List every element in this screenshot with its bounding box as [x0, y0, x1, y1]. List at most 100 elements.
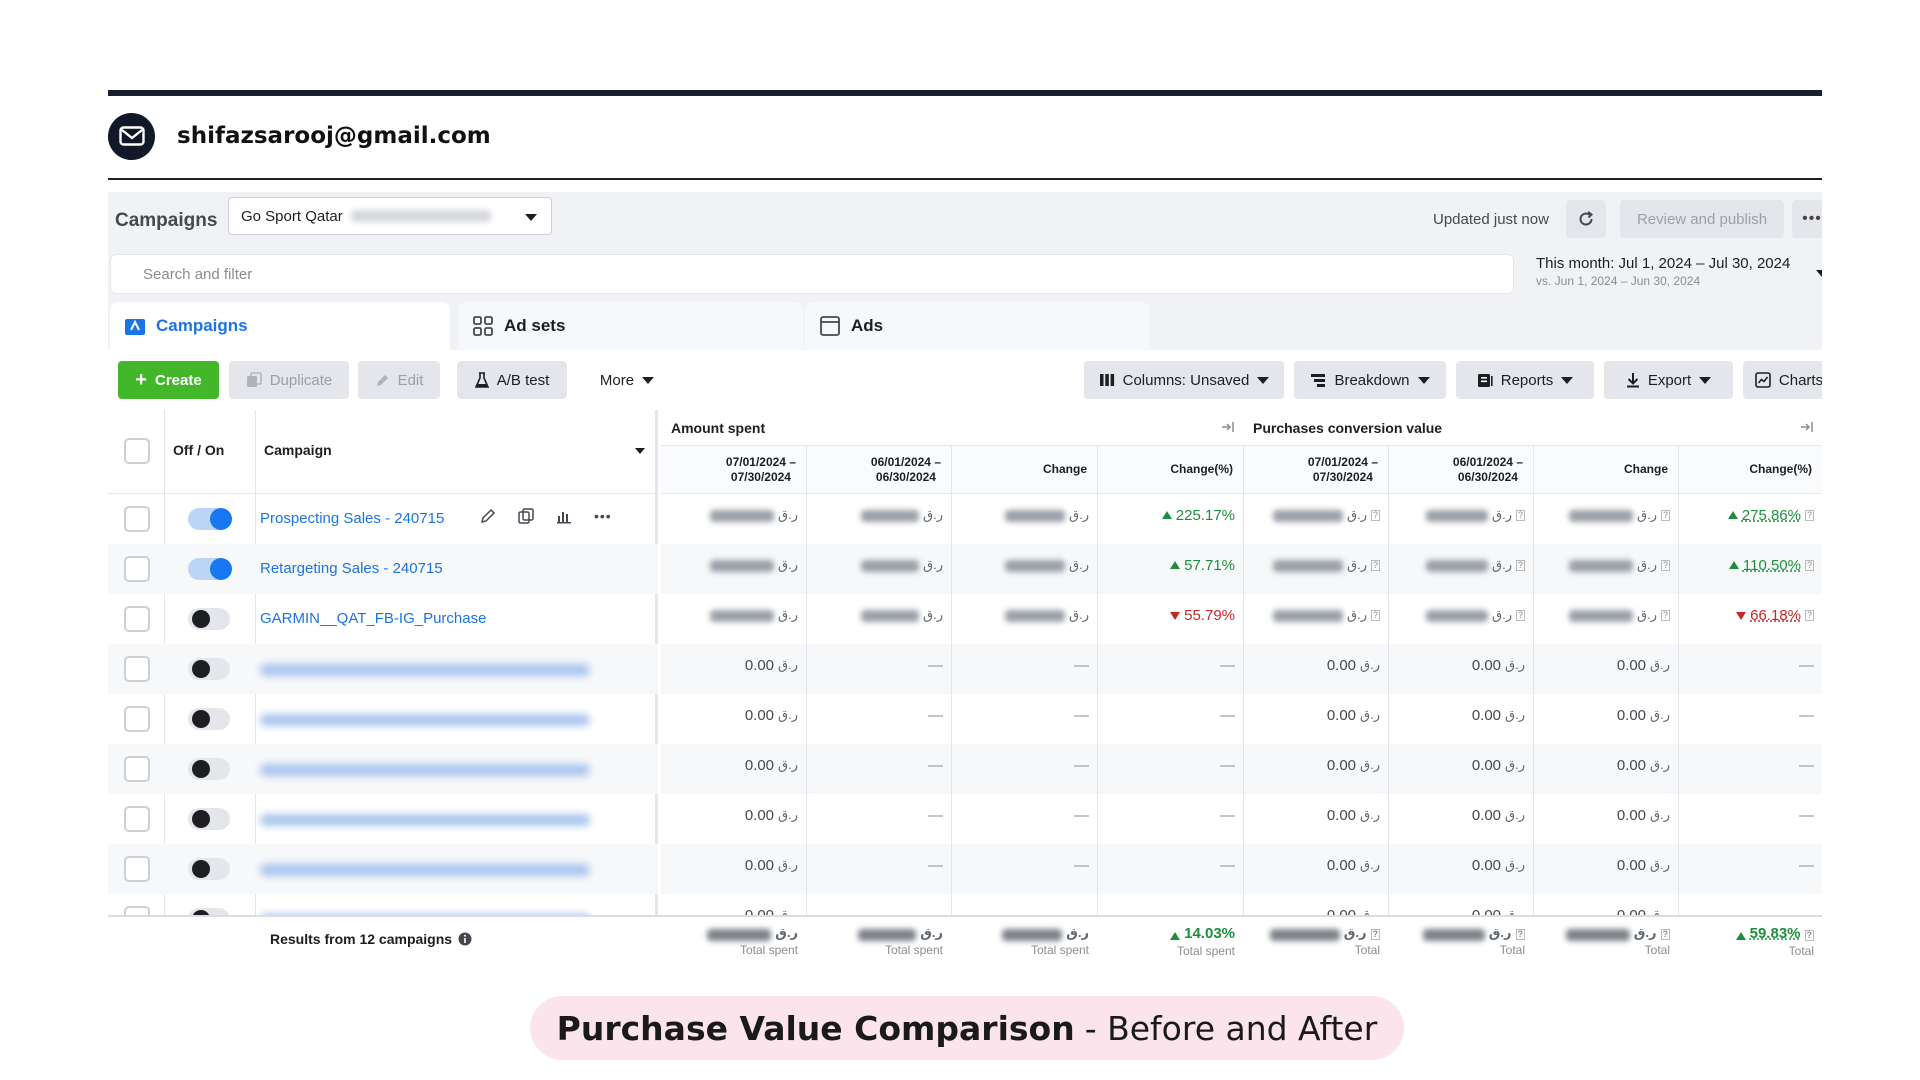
col-campaign-header[interactable]: Campaign: [264, 442, 332, 458]
breakdown-label: Breakdown: [1334, 371, 1410, 389]
col-subheader[interactable]: 07/01/2024 – 07/30/2024: [661, 446, 806, 494]
col-subheader[interactable]: 06/01/2024 – 06/30/2024: [1388, 446, 1533, 494]
col-subheader[interactable]: Change(%): [1097, 446, 1243, 494]
table-row: ر.ق ر.ق ر.ق 225.17% ر.ق? ر.ق? ر.ق? 275.86%?: [661, 494, 1822, 544]
table-row[interactable]: [108, 644, 658, 694]
table-row[interactable]: [108, 844, 658, 894]
table-row[interactable]: Retargeting Sales - 240715: [108, 544, 658, 594]
table-row: ر.ق ر.ق ر.ق 55.79% ر.ق? ر.ق? ر.ق? 66.18%?: [661, 594, 1822, 644]
date-range-picker[interactable]: This month: Jul 1, 2024 – Jul 30, 2024 v…: [1522, 250, 1822, 296]
value-blurred: [1273, 510, 1343, 522]
row-checkbox[interactable]: [124, 606, 150, 632]
ab-test-button[interactable]: A/B test: [457, 361, 567, 399]
value-blurred: [1005, 510, 1066, 522]
table-row[interactable]: [108, 744, 658, 794]
email-address[interactable]: shifazsarooj@gmail.com: [177, 123, 491, 149]
more-options-button[interactable]: •••: [1792, 200, 1822, 238]
campaign-toggle[interactable]: [188, 808, 230, 830]
row-checkbox[interactable]: [124, 856, 150, 882]
currency-label: ر.ق: [1633, 925, 1657, 940]
review-publish-button[interactable]: Review and publish: [1620, 200, 1784, 238]
row-more-icon[interactable]: •••: [594, 508, 612, 524]
value-zero: 0.00: [744, 707, 775, 724]
breakdown-dropdown[interactable]: Breakdown: [1294, 361, 1446, 399]
campaign-name-blurred[interactable]: [260, 814, 590, 826]
row-checkbox[interactable]: [124, 756, 150, 782]
reports-dropdown[interactable]: Reports: [1456, 361, 1594, 399]
col-subheader-label: 06/01/2024 – 06/30/2024: [1452, 454, 1523, 484]
col-subheader[interactable]: 06/01/2024 – 06/30/2024: [806, 446, 951, 494]
currency-label: ر.ق: [1069, 507, 1089, 522]
pencil-icon[interactable]: [480, 508, 496, 524]
currency-label: ر.ق: [1505, 857, 1525, 872]
campaign-name-link[interactable]: Retargeting Sales - 240715: [260, 560, 443, 577]
export-dropdown[interactable]: Export: [1604, 361, 1733, 399]
campaign-toggle[interactable]: [188, 858, 230, 880]
duplicate-button[interactable]: Duplicate: [229, 361, 349, 399]
campaign-toggle[interactable]: [188, 758, 230, 780]
table-cell: ر.ق: [951, 494, 1097, 544]
campaign-name-blurred[interactable]: [260, 864, 590, 876]
pin-icon: [1222, 422, 1234, 432]
currency-label: ر.ق: [1650, 857, 1670, 872]
totals-cell: ر.ق Total spent: [661, 925, 806, 985]
campaign-name-blurred[interactable]: [260, 714, 590, 726]
table-row[interactable]: [108, 794, 658, 844]
totals-text: Results from 12 campaigns: [270, 931, 453, 947]
col-subheader[interactable]: Change: [951, 446, 1097, 494]
campaign-name-link[interactable]: Prospecting Sales - 240715: [260, 510, 445, 527]
tab-campaigns[interactable]: Campaigns: [110, 302, 450, 350]
campaign-name-link[interactable]: GARMIN__QAT_FB-IG_Purchase: [260, 610, 487, 627]
col-subheader[interactable]: Change: [1533, 446, 1678, 494]
select-all-checkbox[interactable]: [124, 438, 150, 464]
columns-dropdown[interactable]: Columns: Unsaved: [1084, 361, 1284, 399]
campaign-toggle[interactable]: [188, 508, 232, 530]
row-checkbox[interactable]: [124, 656, 150, 682]
duplicate-icon[interactable]: [518, 508, 534, 524]
campaign-toggle[interactable]: [188, 608, 230, 630]
campaign-toggle[interactable]: [188, 558, 232, 580]
charts-button[interactable]: Charts: [1743, 361, 1822, 399]
search-input[interactable]: Search and filter: [110, 254, 1514, 294]
arrow-up-icon: [1170, 561, 1181, 569]
currency-label: ر.ق: [1360, 857, 1380, 872]
columns-icon: [1099, 374, 1114, 386]
more-dropdown[interactable]: More: [575, 361, 679, 399]
table-row[interactable]: Prospecting Sales - 240715 •••: [108, 494, 658, 544]
col-subheader[interactable]: Change(%): [1678, 446, 1822, 494]
duplicate-label: Duplicate: [269, 371, 333, 389]
table-row: ر.ق ر.ق ر.ق 57.71% ر.ق? ر.ق? ر.ق? 110.50%?: [661, 544, 1822, 594]
value-zero: 0.00: [1471, 857, 1502, 874]
edit-button[interactable]: Edit: [358, 361, 440, 399]
account-selector[interactable]: Go Sport Qatar: [228, 197, 552, 235]
row-checkbox[interactable]: [124, 806, 150, 832]
chevron-down-icon[interactable]: [635, 448, 645, 454]
table-cell: ر.ق?: [1243, 544, 1388, 594]
campaign-name-blurred[interactable]: [260, 664, 590, 676]
currency-label: ر.ق: [1650, 757, 1670, 772]
table-cell: ر.ق: [661, 594, 806, 644]
col-subheader[interactable]: 07/01/2024 – 07/30/2024: [1243, 446, 1388, 494]
table-row[interactable]: [108, 694, 658, 744]
table-row[interactable]: GARMIN__QAT_FB-IG_Purchase: [108, 594, 658, 644]
table-cell: ر.ق?: [1533, 594, 1678, 644]
refresh-button[interactable]: [1566, 200, 1606, 238]
arrow-up-icon: [1728, 561, 1739, 569]
table-cell: —: [1678, 794, 1822, 844]
bar-chart-icon[interactable]: [556, 508, 572, 524]
currency-label: ر.ق: [1492, 557, 1512, 572]
currency-label: ر.ق: [923, 557, 943, 572]
value-blurred: [707, 928, 772, 941]
divider: [951, 446, 952, 986]
create-button[interactable]: + Create: [118, 361, 219, 399]
row-checkbox[interactable]: [124, 556, 150, 582]
tab-ads[interactable]: Ads: [805, 302, 1150, 350]
tab-ad-sets[interactable]: Ad sets: [458, 302, 803, 350]
row-checkbox[interactable]: [124, 706, 150, 732]
row-checkbox[interactable]: [124, 506, 150, 532]
info-badge-icon: ?: [1660, 560, 1670, 571]
table-cell: —: [806, 694, 951, 744]
campaign-toggle[interactable]: [188, 708, 230, 730]
campaign-toggle[interactable]: [188, 658, 230, 680]
campaign-name-blurred[interactable]: [260, 764, 590, 776]
